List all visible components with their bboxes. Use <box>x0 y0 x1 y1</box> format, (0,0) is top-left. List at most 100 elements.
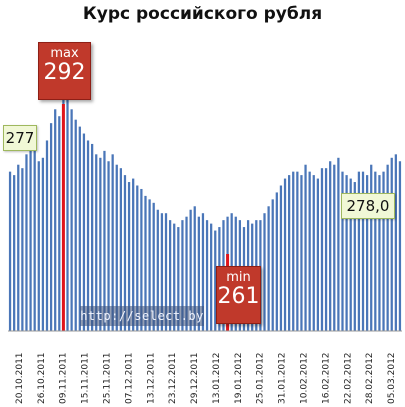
bar <box>74 119 77 332</box>
bar <box>288 175 291 331</box>
bar <box>324 168 328 331</box>
bar <box>341 171 344 331</box>
first-value: 277 <box>5 129 35 147</box>
x-tick-label: 13.01.2012 <box>212 352 222 404</box>
last-value: 278,0 <box>346 197 390 215</box>
bar <box>353 182 356 331</box>
min-label: min <box>226 270 251 285</box>
x-tick-label: 29.12.2011 <box>190 352 200 404</box>
x-tick-label: 05.03.2012 <box>387 352 397 404</box>
bar <box>214 230 217 331</box>
bar <box>156 209 159 331</box>
bar <box>13 175 16 331</box>
bar <box>82 133 86 331</box>
x-tick-label: 07.12.2011 <box>124 352 134 404</box>
x-tick-label: 13.12.2011 <box>146 352 156 404</box>
bar <box>296 171 299 331</box>
bar <box>95 154 98 331</box>
bar <box>152 202 155 331</box>
bar <box>382 171 385 331</box>
x-tick-labels-group: 20.10.2011 26.10.2011 09.11.2011 15.11.2011… <box>15 352 397 404</box>
x-tick-label: 15.11.2011 <box>81 352 91 404</box>
bar <box>193 206 196 331</box>
bar <box>123 175 127 331</box>
bar <box>279 185 283 331</box>
bar <box>41 157 45 331</box>
bar <box>263 213 266 331</box>
bar <box>25 154 28 331</box>
x-tick-label: 19.01.2012 <box>234 352 244 404</box>
bar <box>185 216 188 331</box>
max-value: 292 <box>43 60 86 85</box>
x-tick-label: 26.10.2011 <box>37 352 47 404</box>
first-value-callout: 277 <box>3 125 37 151</box>
bar <box>329 161 332 331</box>
bar <box>271 199 274 331</box>
bar <box>132 178 135 331</box>
bar <box>316 178 319 331</box>
bar <box>66 88 69 331</box>
bar <box>86 140 90 331</box>
bar <box>144 195 147 331</box>
bar <box>304 164 307 331</box>
bar <box>29 143 32 331</box>
bar <box>136 185 139 331</box>
bar <box>374 171 377 331</box>
bar <box>127 182 131 331</box>
bar <box>33 140 36 331</box>
watermark: http://select.by <box>80 306 204 326</box>
chart-title: Курс российского рубля <box>82 4 323 24</box>
bar <box>365 175 369 331</box>
bar <box>292 171 295 331</box>
bar <box>283 178 287 331</box>
x-tick-label: 25.01.2012 <box>256 352 266 404</box>
bar <box>160 213 164 331</box>
bar <box>54 109 57 331</box>
bar <box>386 164 389 331</box>
x-tick-label: 16.02.2012 <box>321 352 331 404</box>
bar <box>99 157 102 331</box>
x-tick-label: 20.10.2011 <box>15 352 25 404</box>
bar <box>148 199 151 331</box>
x-tick-label: 23.12.2011 <box>168 352 178 404</box>
bar <box>177 227 180 331</box>
bar <box>308 171 311 331</box>
bar <box>205 220 209 331</box>
x-tick-label: 28.02.2012 <box>365 352 375 404</box>
x-tick-label: 10.02.2012 <box>300 352 310 404</box>
bar <box>140 188 143 331</box>
min-value: 261 <box>217 284 260 309</box>
bar <box>267 206 270 331</box>
bar <box>275 192 278 331</box>
bar <box>168 220 172 331</box>
x-tick-label: 31.01.2012 <box>278 352 288 404</box>
bar <box>91 143 94 331</box>
bar <box>119 168 122 331</box>
bar <box>49 123 53 331</box>
bar <box>164 213 168 331</box>
bar <box>189 209 192 331</box>
bar <box>107 161 110 331</box>
bar <box>333 164 336 331</box>
bar <box>370 164 373 331</box>
bar <box>300 175 303 331</box>
bar <box>390 157 393 331</box>
bar <box>21 168 24 331</box>
bar <box>345 175 348 331</box>
bar <box>17 164 20 331</box>
bar <box>37 161 40 331</box>
bar <box>70 109 73 331</box>
bar <box>45 140 49 331</box>
bar <box>8 171 12 331</box>
bar <box>201 213 205 331</box>
bar <box>312 175 315 331</box>
bar <box>58 116 61 332</box>
bar <box>378 175 381 331</box>
bar <box>197 216 200 331</box>
x-tick-label: 25.11.2011 <box>103 352 113 404</box>
last-value-callout: 278,0 <box>341 193 395 219</box>
bar <box>173 223 176 331</box>
bar <box>210 223 213 331</box>
bar <box>103 150 106 331</box>
